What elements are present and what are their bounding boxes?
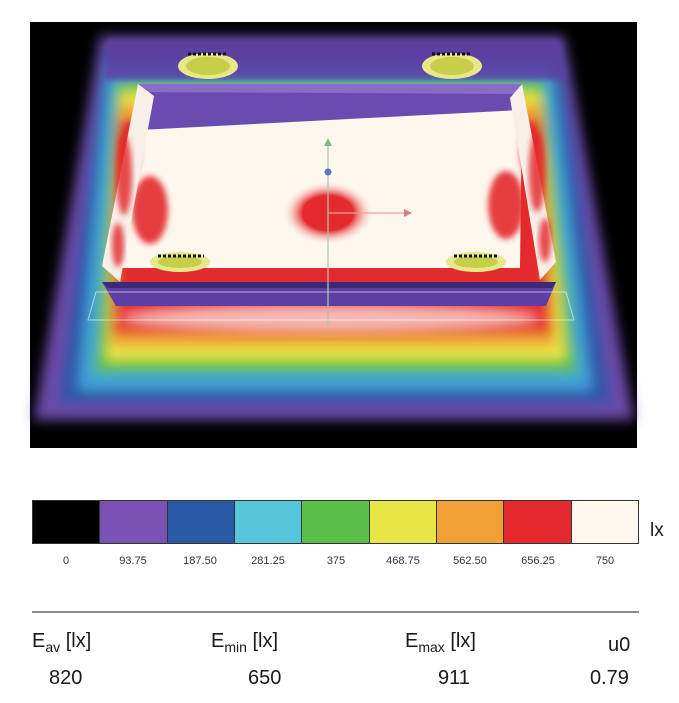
stat-emax-value: 911	[438, 667, 470, 689]
stat-emin-value: 650	[248, 667, 282, 689]
legend-unit: lx	[650, 520, 664, 541]
stat-unit: [lx]	[450, 630, 476, 652]
axis-gizmo	[324, 138, 412, 325]
legend-tick-label: 375	[326, 555, 346, 567]
stat-emin-header: Emin [lx]	[211, 630, 278, 655]
back-wall-shade	[138, 84, 522, 94]
stat-subscript: min	[224, 639, 247, 655]
stat-symbol: E	[32, 630, 46, 652]
legend-swatch	[234, 501, 303, 543]
legend-tick-label: 750	[595, 555, 615, 567]
legend-tick-label: 187.50	[183, 555, 217, 567]
legend-tick-label: 93.75	[119, 555, 147, 567]
legend-swatch	[504, 501, 572, 543]
stat-unit: [lx]	[252, 630, 279, 652]
back-wall	[138, 84, 522, 130]
legend-tick-label: 0	[62, 555, 70, 567]
legend-tick-label: 562.50	[453, 555, 487, 567]
legend-swatch	[369, 501, 437, 543]
stat-symbol: E	[211, 630, 225, 652]
divider	[32, 611, 639, 613]
stat-symbol: E	[405, 630, 419, 652]
legend-tick-label: 468.75	[386, 555, 420, 567]
luminaire-top-right	[422, 52, 482, 79]
luminaire-top-left	[178, 52, 238, 79]
stat-eav-header: Eav [lx]	[32, 630, 91, 655]
legend-swatch	[302, 501, 370, 543]
front-highlight	[120, 304, 540, 332]
stat-subscript: av	[45, 639, 61, 655]
stat-u0-value: 0.79	[590, 667, 629, 689]
luminaire-bottom-left	[150, 252, 210, 272]
stat-eav-value: 820	[49, 667, 83, 689]
legend-tick-label: 656.25	[521, 555, 555, 567]
stat-symbol: u0	[608, 634, 631, 656]
wall-red-patterns	[112, 132, 551, 267]
stat-u0-header: u0	[608, 634, 630, 657]
legend-swatch	[167, 501, 235, 543]
color-scale-legend	[32, 500, 639, 544]
legend-swatch	[100, 501, 168, 543]
pitch-outline	[87, 291, 575, 321]
stat-subscript: max	[418, 639, 445, 655]
luminaire-bottom-right	[446, 252, 506, 272]
legend-tick-label: 281.25	[251, 555, 285, 567]
front-wall-top	[102, 282, 556, 288]
legend-swatch	[33, 501, 101, 543]
legend-swatch	[436, 501, 505, 543]
legend-swatch	[571, 501, 638, 543]
stat-emax-header: Emax [lx]	[405, 630, 476, 655]
upper-fringe	[104, 40, 566, 80]
stat-unit: [lx]	[65, 630, 92, 652]
